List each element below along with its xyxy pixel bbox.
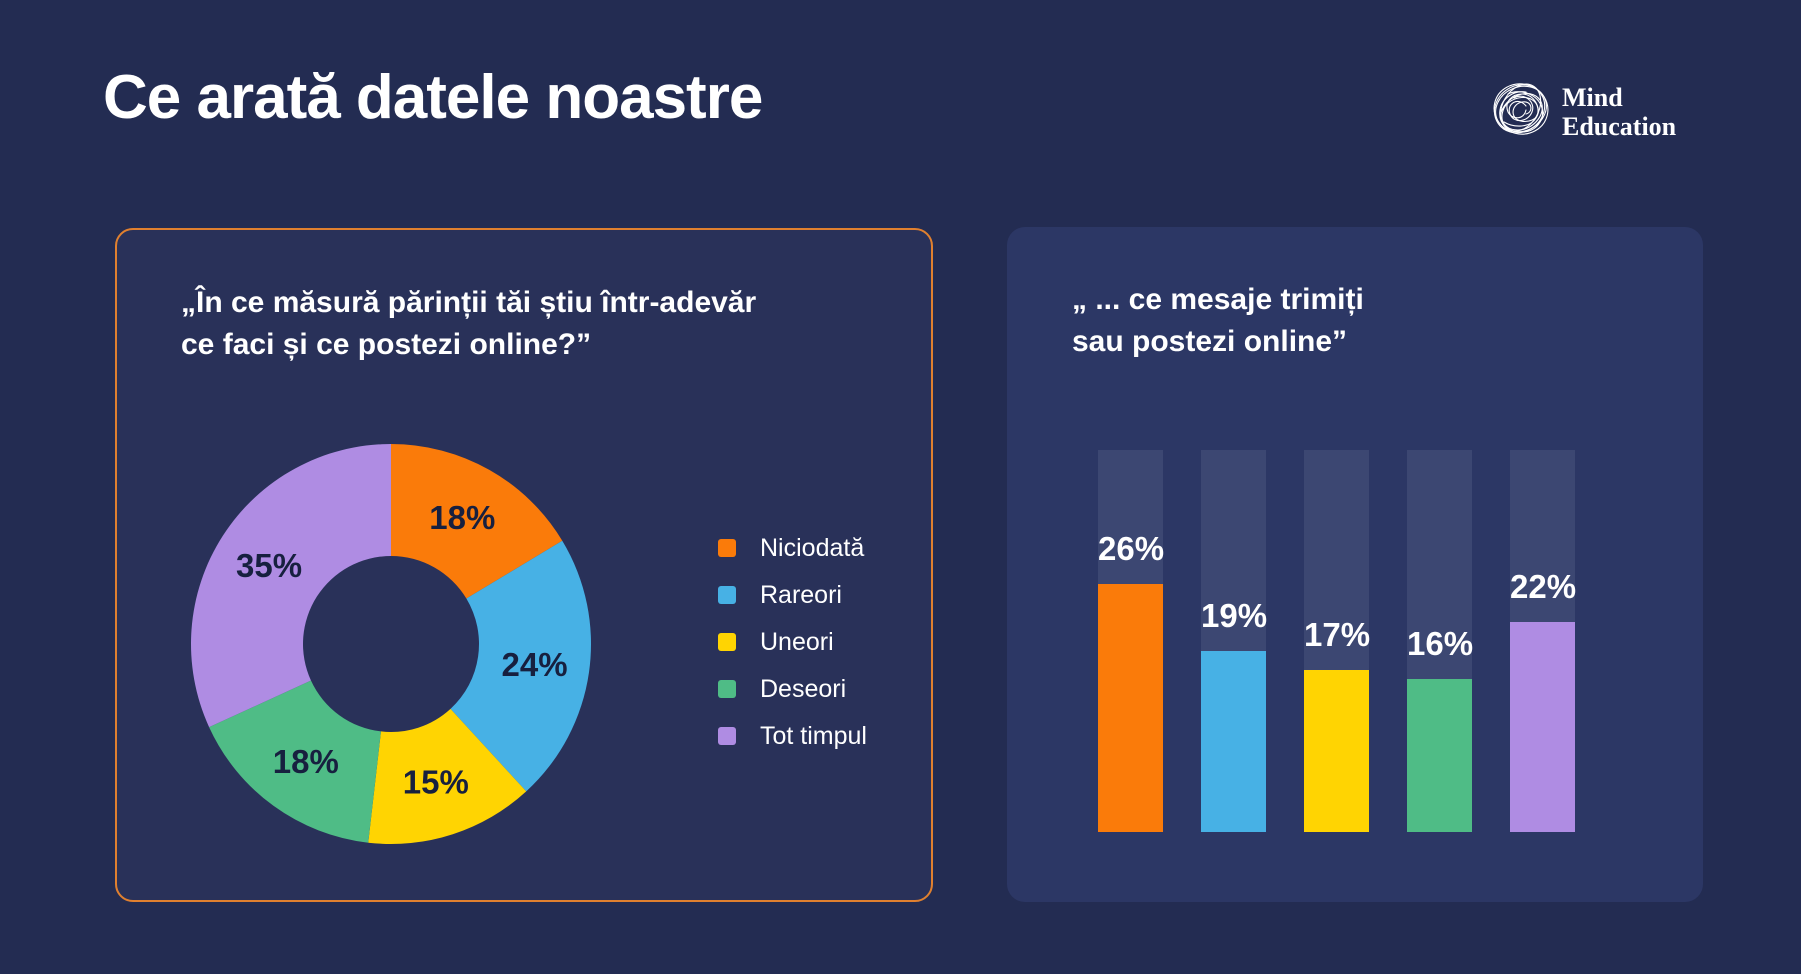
scribble-ball-icon — [1490, 78, 1552, 145]
bar-chart: 26% 19% 17% 16% 22% — [1098, 450, 1576, 832]
legend-label: Niciodată — [760, 533, 865, 562]
bar-fill-2 — [1201, 650, 1266, 832]
legend-item-3: Uneori — [718, 627, 867, 656]
legend-item-1: Niciodată — [718, 533, 867, 562]
page-title: Ce arată datele noastre — [103, 63, 763, 132]
bar-label-3: 17% — [1304, 615, 1371, 653]
logo-wordmark: Mind Education — [1562, 83, 1676, 141]
bar-label-4: 16% — [1407, 625, 1474, 663]
donut-chart-panel: „În ce măsură părinții tăi știu într-ade… — [115, 228, 933, 902]
bars-question-line-2: sau postezi online” — [1072, 325, 1348, 358]
legend-label: Rareori — [760, 580, 842, 609]
donut-slice-4 — [209, 680, 381, 843]
bars-question-line-1: „ ... ce mesaje trimiți — [1072, 283, 1364, 316]
logo-line-2: Education — [1562, 111, 1677, 141]
donut-question-line-1: „În ce măsură părinții tăi știu într-ade… — [181, 286, 757, 319]
donut-label-2: 24% — [501, 646, 567, 683]
donut-legend: Niciodată Rareori Uneori Deseori Tot timpul — [718, 533, 867, 750]
logo-line-1: Mind — [1562, 82, 1623, 112]
bar-track-1: 26% — [1098, 450, 1165, 832]
donut-label-5: 35% — [236, 547, 302, 584]
bar-label-2: 19% — [1201, 596, 1268, 634]
donut-chart: 18% 24% 15% 18% 35% — [190, 443, 592, 845]
mind-education-logo: Mind Education — [1490, 78, 1676, 145]
donut-slice-3 — [368, 708, 527, 844]
donut-question: „În ce măsură părinții tăi știu într-ade… — [181, 282, 756, 366]
donut-question-line-2: ce faci și ce postezi online?” — [181, 328, 592, 361]
legend-swatch-icon — [718, 539, 736, 557]
donut-label-1: 18% — [429, 499, 495, 536]
donut-slice-5 — [190, 444, 391, 728]
legend-swatch-icon — [718, 633, 736, 651]
bar-fill-1 — [1098, 583, 1163, 832]
bar-chart-panel: „ ... ce mesaje trimiți sau postezi onli… — [1007, 227, 1703, 902]
legend-label: Tot timpul — [760, 721, 867, 750]
bar-fill-3 — [1304, 669, 1369, 832]
legend-label: Deseori — [760, 674, 847, 703]
bar-track-3: 17% — [1304, 450, 1371, 832]
bar-label-1: 26% — [1098, 529, 1165, 567]
legend-label: Uneori — [760, 627, 834, 656]
bar-fill-4 — [1407, 679, 1472, 832]
bars-question: „ ... ce mesaje trimiți sau postezi onli… — [1072, 279, 1364, 363]
legend-item-2: Rareori — [718, 580, 867, 609]
donut-label-3: 15% — [403, 763, 469, 800]
bar-track-5: 22% — [1510, 450, 1577, 832]
legend-item-4: Deseori — [718, 674, 867, 703]
legend-swatch-icon — [718, 586, 736, 604]
donut-slice-1 — [391, 444, 563, 599]
legend-item-5: Tot timpul — [718, 721, 867, 750]
legend-swatch-icon — [718, 680, 736, 698]
bar-track-4: 16% — [1407, 450, 1474, 832]
legend-swatch-icon — [718, 727, 736, 745]
bar-fill-5 — [1510, 621, 1575, 832]
bar-label-5: 22% — [1510, 567, 1577, 605]
donut-label-4: 18% — [273, 743, 339, 780]
donut-slice-2 — [450, 540, 591, 792]
bar-track-2: 19% — [1201, 450, 1268, 832]
